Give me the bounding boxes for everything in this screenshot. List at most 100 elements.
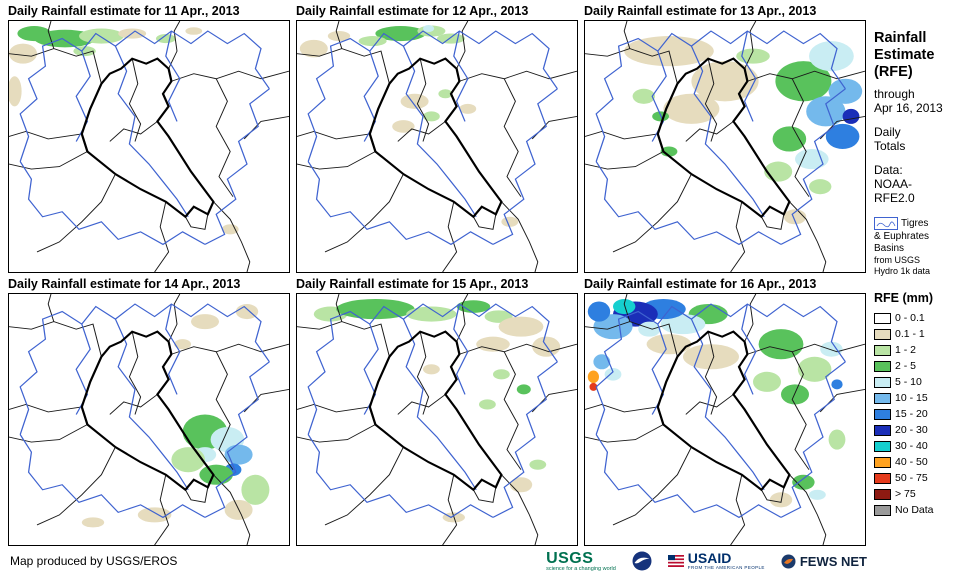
sidebar-data-source-2: RFE2.0 [874, 191, 915, 205]
main-area: Daily Rainfall estimate for 11 Apr., 201… [8, 0, 967, 546]
usaid-tagline: FROM THE AMERICAN PEOPLE [687, 564, 765, 570]
map-credit: Map produced by USGS/EROS [10, 554, 178, 568]
legend-swatch [874, 408, 891, 420]
legend-item: 5 - 10 [874, 374, 965, 390]
panel-title: Daily Rainfall estimate for 15 Apr., 201… [296, 277, 529, 291]
map-box [8, 20, 290, 273]
fewsnet-globe-icon [781, 554, 796, 568]
usgs-wordmark: USGS [546, 549, 594, 567]
legend-label: 10 - 15 [895, 392, 928, 404]
legend-label: 30 - 40 [895, 440, 928, 452]
legend-label: No Data [895, 504, 934, 516]
rainfall-map-panel: Daily Rainfall estimate for 12 Apr., 201… [296, 2, 578, 273]
legend-label: 40 - 50 [895, 456, 928, 468]
usaid-logo: USAID FROM THE AMERICAN PEOPLE [667, 549, 765, 571]
rainfall-map [585, 294, 865, 545]
legend-item: 10 - 15 [874, 390, 965, 406]
usgs-tagline: science for a changing world [546, 565, 616, 572]
rainfall-map-panel: Daily Rainfall estimate for 14 Apr., 201… [8, 275, 290, 546]
rainfall-blobs [81, 304, 270, 528]
legend-label: 1 - 2 [895, 344, 917, 356]
sidebar-data-block: Data: NOAA- RFE2.0 [874, 163, 965, 205]
legend-item: 50 - 75 [874, 470, 965, 486]
footer: Map produced by USGS/EROS USGS science f… [0, 546, 967, 576]
legend-label: 5 - 10 [895, 376, 922, 388]
legend-swatch [874, 440, 891, 452]
map-box [8, 293, 290, 546]
basin-outline-swatch [874, 217, 898, 230]
basin-legend-line4: from USGS [874, 255, 921, 265]
panel-title: Daily Rainfall estimate for 12 Apr., 201… [296, 4, 529, 18]
legend-swatch [874, 456, 891, 468]
legend-swatch [874, 472, 891, 484]
basin-legend-line3: Basins [874, 243, 905, 254]
panels-grid: Daily Rainfall estimate for 11 Apr., 201… [8, 2, 866, 546]
legend-item: 15 - 20 [874, 406, 965, 422]
legend-label: 0.1 - 1 [895, 328, 925, 340]
rainfall-map-panel: Daily Rainfall estimate for 11 Apr., 201… [8, 2, 290, 273]
rainfall-map [297, 21, 577, 272]
rainfall-map-panel: Daily Rainfall estimate for 13 Apr., 201… [584, 2, 866, 273]
rainfall-map [9, 294, 289, 545]
noaa-logo [632, 551, 652, 571]
legend-label: 2 - 5 [895, 360, 917, 372]
legend-label: 20 - 30 [895, 424, 928, 436]
legend-item: 40 - 50 [874, 454, 965, 470]
rainfall-blobs [313, 299, 561, 523]
noaa-seal-icon [632, 551, 652, 571]
rainfall-map-panel: Daily Rainfall estimate for 16 Apr., 201… [584, 275, 866, 546]
sidebar: Rainfall Estimate (RFE) through Apr 16, … [866, 0, 967, 546]
legend-swatch [874, 344, 891, 356]
legend-item: No Data [874, 502, 965, 518]
legend-swatch [874, 392, 891, 404]
rainfall-blobs [9, 26, 239, 235]
rainfall-blobs [299, 25, 519, 227]
rainfall-map [585, 21, 865, 272]
legend-label: 0 - 0.1 [895, 312, 925, 324]
logos-row: USGS science for a changing world [546, 549, 867, 572]
basin-legend: Tigres & Euphrates Basins from USGS Hydr… [874, 217, 965, 277]
usgs-logo-text: USGS science for a changing world [546, 549, 616, 572]
sidebar-through-date: Apr 16, 2013 [874, 101, 943, 115]
sidebar-through-label: through [874, 87, 915, 101]
legend-item: 20 - 30 [874, 422, 965, 438]
panel-title: Daily Rainfall estimate for 11 Apr., 201… [8, 4, 240, 18]
basemap-lines [9, 21, 289, 272]
legend-swatch [874, 360, 891, 372]
legend-label: 50 - 75 [895, 472, 928, 484]
usaid-flag-icon [667, 555, 684, 567]
legend-item: 2 - 5 [874, 358, 965, 374]
legend-item: 30 - 40 [874, 438, 965, 454]
legend-item: 0.1 - 1 [874, 326, 965, 342]
sidebar-data-label: Data: [874, 163, 903, 177]
panel-title: Daily Rainfall estimate for 16 Apr., 201… [584, 277, 817, 291]
legend-swatch [874, 504, 891, 516]
legend-swatch [874, 376, 891, 388]
rainfall-map-panel: Daily Rainfall estimate for 15 Apr., 201… [296, 275, 578, 546]
legend-swatch [874, 488, 891, 500]
basin-legend-line5: Hydro 1k data [874, 266, 931, 276]
panel-title: Daily Rainfall estimate for 13 Apr., 201… [584, 4, 817, 18]
sidebar-totals-label: Totals [874, 139, 906, 153]
rainfall-map [297, 294, 577, 545]
rfe-legend-list: 0 - 0.1 0.1 - 1 1 - 2 2 - 5 5 - 10 10 - … [874, 310, 965, 518]
usaid-wordmark: USAID [687, 549, 732, 566]
usgs-logo: USGS science for a changing world [546, 549, 616, 572]
basin-legend-row: Tigres [874, 217, 965, 230]
basemap-lines [297, 21, 577, 272]
map-box [584, 20, 866, 273]
sidebar-totals-block: Daily Totals [874, 125, 965, 153]
legend-item: > 75 [874, 486, 965, 502]
legend-item: 1 - 2 [874, 342, 965, 358]
map-box [296, 293, 578, 546]
sidebar-daily-label: Daily [874, 125, 901, 139]
map-box [296, 20, 578, 273]
legend-label: 15 - 20 [895, 408, 928, 420]
panel-title: Daily Rainfall estimate for 14 Apr., 201… [8, 277, 241, 291]
rainfall-map [9, 21, 289, 272]
usaid-logo-text: USAID FROM THE AMERICAN PEOPLE [687, 549, 765, 571]
fewsnet-wordmark: FEWS NET [799, 553, 867, 569]
legend-swatch [874, 312, 891, 324]
fewsnet-logo: FEWS NET [781, 554, 867, 569]
